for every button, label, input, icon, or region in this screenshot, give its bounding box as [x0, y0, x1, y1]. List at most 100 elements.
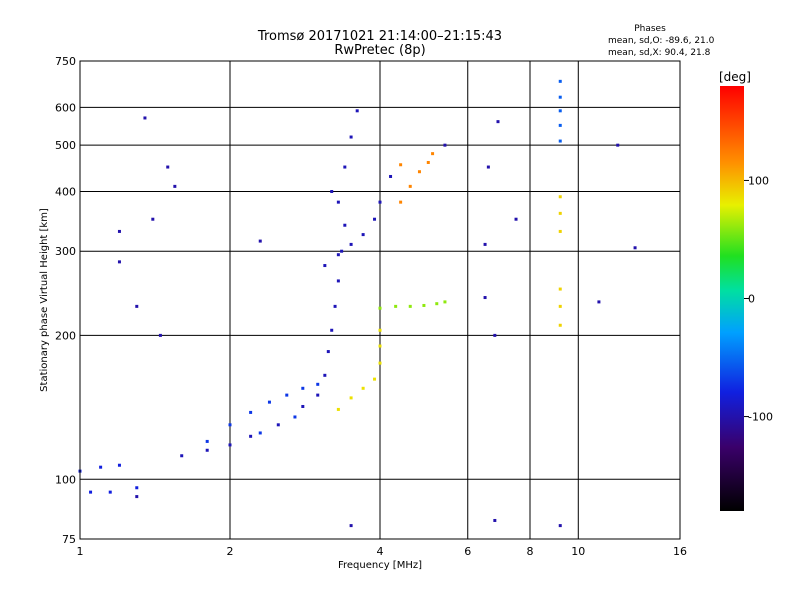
colorbar-tick-label: 100 — [748, 174, 769, 187]
grid-lines — [80, 61, 680, 539]
data-point — [558, 304, 562, 308]
data-point — [558, 95, 562, 99]
data-point — [340, 249, 344, 253]
data-point — [323, 264, 327, 268]
data-point — [343, 223, 347, 227]
data-point — [330, 328, 334, 332]
data-point — [323, 373, 327, 377]
phase-stats-heading: Phases — [634, 24, 666, 34]
data-point — [276, 423, 280, 427]
colorbar-tick-label: 0 — [748, 293, 755, 306]
data-point — [361, 386, 365, 390]
data-point — [258, 239, 262, 243]
data-point — [343, 165, 347, 169]
x-tick-label: 16 — [673, 545, 687, 558]
data-point — [558, 195, 562, 199]
data-point — [205, 439, 209, 443]
phase-stats-x: mean, sd,X: 90.4, 21.8 — [608, 48, 711, 58]
plot-frame — [79, 60, 681, 540]
data-point — [117, 463, 121, 467]
y-tick-label: 400 — [55, 185, 76, 198]
y-tick-label: 200 — [55, 329, 76, 342]
data-point — [301, 404, 305, 408]
data-point — [486, 165, 490, 169]
data-point — [597, 300, 601, 304]
data-point — [408, 184, 412, 188]
data-point — [135, 486, 139, 490]
data-point — [349, 524, 353, 528]
data-point — [228, 423, 232, 427]
data-point — [316, 393, 320, 397]
x-tick-label: 2 — [227, 545, 234, 558]
x-tick-label: 10 — [571, 545, 585, 558]
data-point — [143, 116, 147, 120]
data-point — [249, 410, 253, 414]
colorbar — [720, 86, 744, 511]
data-point — [117, 260, 121, 264]
data-point — [336, 253, 340, 257]
data-point — [166, 165, 170, 169]
y-tick-label: 500 — [55, 139, 76, 152]
chart-title-line1: Tromsø 20171021 21:14:00–21:15:43 — [257, 29, 502, 44]
data-point — [443, 300, 447, 304]
data-point — [558, 323, 562, 327]
y-tick-label: 75 — [62, 533, 76, 546]
colorbar-tick-label: -100 — [748, 411, 773, 424]
y-axis-ticks: 75 100 200 300 400 500 600 750 — [55, 55, 76, 546]
data-point — [493, 333, 497, 337]
data-point — [135, 495, 139, 499]
data-point — [349, 396, 353, 400]
data-point — [417, 170, 421, 174]
data-point — [443, 143, 447, 147]
data-point — [151, 217, 155, 221]
x-tick-label: 6 — [464, 545, 471, 558]
data-point — [558, 524, 562, 528]
data-point — [173, 184, 177, 188]
data-point — [483, 296, 487, 300]
data-point — [558, 229, 562, 233]
data-point — [117, 229, 121, 233]
x-axis-label: Frequency [MHz] — [338, 560, 422, 571]
data-point — [399, 163, 403, 167]
data-point — [108, 490, 112, 494]
data-point — [205, 448, 209, 452]
data-point — [378, 344, 382, 348]
data-point — [558, 123, 562, 127]
data-point — [293, 415, 297, 419]
y-tick-label: 600 — [55, 101, 76, 114]
x-axis-ticks: 1 2 4 6 8 10 16 — [77, 545, 688, 558]
x-tick-label: 1 — [77, 545, 84, 558]
data-point — [378, 361, 382, 365]
data-point — [89, 490, 93, 494]
data-point — [99, 465, 103, 469]
data-point — [558, 109, 562, 113]
x-tick-label: 8 — [527, 545, 534, 558]
data-point — [514, 217, 518, 221]
data-point — [258, 431, 262, 435]
data-point — [493, 518, 497, 522]
data-points — [78, 79, 637, 528]
data-point — [301, 386, 305, 390]
data-point — [330, 189, 334, 193]
data-point — [336, 200, 340, 204]
x-tick-label: 4 — [377, 545, 384, 558]
data-point — [249, 434, 253, 438]
data-point — [378, 200, 382, 204]
data-point — [616, 143, 620, 147]
data-point — [349, 242, 353, 246]
data-point — [361, 233, 365, 237]
data-point — [558, 211, 562, 215]
data-point — [355, 109, 359, 113]
data-point — [558, 139, 562, 143]
data-point — [267, 400, 271, 404]
y-tick-label: 300 — [55, 245, 76, 258]
data-point — [158, 333, 162, 337]
y-axis-label: Stationary phase Virtual Height [km] — [39, 208, 50, 392]
data-point — [496, 120, 500, 124]
data-point — [378, 328, 382, 332]
data-point — [326, 350, 330, 354]
data-point — [336, 279, 340, 283]
data-point — [228, 443, 232, 447]
data-point — [285, 393, 289, 397]
